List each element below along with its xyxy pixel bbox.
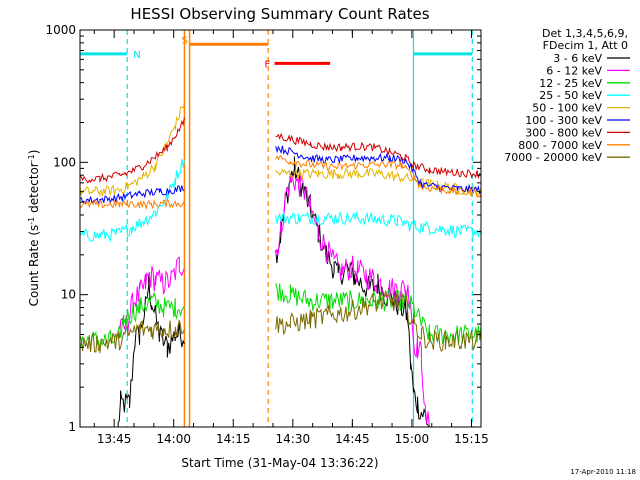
saa-marker-flag: S xyxy=(182,35,188,46)
y-tick-label: 1000 xyxy=(45,23,76,37)
x-tick-label: 15:15 xyxy=(454,432,489,446)
y-axis-label-sup: -1 xyxy=(27,154,36,162)
night-marker-flag: N xyxy=(133,50,140,61)
series-line xyxy=(79,145,482,205)
plot-frame xyxy=(79,29,482,428)
y-tick-label: 1 xyxy=(68,420,76,434)
y-axis-label: Count Rate (s-1 detector-1) xyxy=(27,150,42,307)
axes: 13:45 14:00 14:15 14:30 14:45 15:00 15:15 1 10 10… xyxy=(45,23,488,446)
series-line xyxy=(79,102,482,198)
y-axis-label-text: ) xyxy=(27,150,41,155)
legend-header-line: Det 1,3,4,5,6,9, xyxy=(542,27,628,40)
series-line xyxy=(79,290,482,354)
legend-entry-label: 100 - 300 keV xyxy=(525,114,602,127)
legend: Det 1,3,4,5,6,9, FDecim 1, Att 0 3 - 6 k… xyxy=(504,27,630,164)
x-tick-label: 15:00 xyxy=(395,432,430,446)
legend-header-line: FDecim 1, Att 0 xyxy=(543,39,628,52)
x-tick-label: 13:45 xyxy=(97,432,132,446)
legend-entry-label: 300 - 800 keV xyxy=(525,126,602,139)
plot-area: N S F xyxy=(79,30,482,428)
series-line xyxy=(79,158,482,243)
legend-entry-label: 7000 - 20000 keV xyxy=(504,151,602,164)
y-tick-label: 100 xyxy=(53,155,76,169)
legend-entry-label: 50 - 100 keV xyxy=(532,102,602,115)
series-line xyxy=(79,154,482,211)
x-tick-label: 14:30 xyxy=(276,432,311,446)
x-tick-label: 14:45 xyxy=(335,432,370,446)
legend-entry-label: 25 - 50 keV xyxy=(539,89,602,102)
legend-entry-label: 800 - 7000 keV xyxy=(518,139,602,152)
legend-entry-label: 6 - 12 keV xyxy=(546,64,602,77)
legend-entry-label: 12 - 25 keV xyxy=(539,77,602,90)
y-tick-label: 10 xyxy=(61,288,76,302)
y-axis-label-text: detector xyxy=(27,162,41,217)
y-axis-label-sup: -1 xyxy=(27,217,36,225)
x-tick-label: 14:00 xyxy=(156,432,191,446)
x-tick-label: 14:15 xyxy=(216,432,251,446)
y-axis-label-text: Count Rate (s xyxy=(27,225,41,307)
footer-timestamp: 17-Apr-2010 11:18 xyxy=(570,468,636,476)
series-line xyxy=(79,117,482,184)
legend-entry-label: 3 - 6 keV xyxy=(553,52,602,65)
flare-marker-flag: F xyxy=(265,59,271,70)
chart-title: HESSI Observing Summary Count Rates xyxy=(130,5,429,23)
x-axis-label: Start Time (31-May-04 13:36:22) xyxy=(181,456,378,470)
